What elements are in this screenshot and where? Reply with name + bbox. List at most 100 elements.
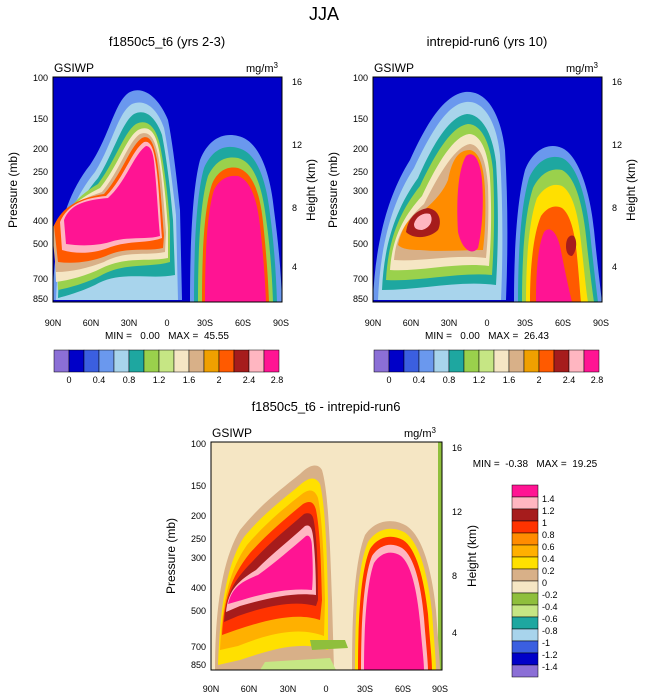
- panel-2-ylabel: Pressure (mb): [326, 152, 340, 228]
- colorbar-swatch: [388, 349, 405, 373]
- panel-1-ytick: 400: [33, 216, 48, 226]
- panel-1-xtick: 60S: [235, 318, 251, 328]
- colorbar-swatch: [53, 349, 70, 373]
- panel-3-cbar-label: -0.6: [542, 614, 558, 624]
- panel-3-cbar-label: -0.2: [542, 590, 558, 600]
- panel-3-xtick: 60N: [241, 684, 258, 694]
- panel-1-cbar-label: 2.8: [271, 375, 284, 385]
- colorbar-swatch: [128, 349, 145, 373]
- panel-3-cbar-label: 0: [542, 578, 547, 588]
- colorbar-swatch: [511, 508, 539, 522]
- panel-3-xtick: 90S: [432, 684, 448, 694]
- colorbar-swatch: [568, 349, 585, 373]
- panel-2-ytick-right: 12: [612, 140, 622, 150]
- panel-3-xtick: 90N: [203, 684, 220, 694]
- panel-2-ytick: 850: [353, 294, 368, 304]
- panel-1-xtick: 30N: [121, 318, 138, 328]
- colorbar-swatch: [418, 349, 435, 373]
- panel-2-title: intrepid-run6 (yrs 10): [427, 34, 548, 49]
- colorbar-swatch: [508, 349, 525, 373]
- panel-3-ytick: 150: [191, 481, 206, 491]
- panel-1-cbar-label: 0: [66, 375, 71, 385]
- panel-2-units: mg/m3: [566, 61, 599, 75]
- panel-1-ytick: 250: [33, 167, 48, 177]
- panel-1-ytick-right: 12: [292, 140, 302, 150]
- panel-2-contour-ice-max-south: [536, 229, 572, 302]
- panel-2-ytick: 250: [353, 167, 368, 177]
- panel-1-xtick: 60N: [83, 318, 100, 328]
- panel-1-cbar-label: 2.4: [243, 375, 256, 385]
- colorbar-swatch: [511, 616, 539, 630]
- panel-3-xtick: 0: [323, 684, 328, 694]
- panel-1-ytick: 200: [33, 144, 48, 154]
- panel-1-ytick-right: 4: [292, 262, 297, 272]
- panel-3-cbar-label: 0.2: [542, 566, 555, 576]
- panel-3-contour-diff-max-south: [364, 552, 424, 670]
- panel-1-ytick-right: 16: [292, 77, 302, 87]
- panel-2-left-string: GSIWP: [374, 61, 414, 75]
- panel-2-colorbar: [373, 349, 600, 373]
- panel-3-xtick: 30N: [280, 684, 297, 694]
- colorbar-swatch: [113, 349, 130, 373]
- colorbar-swatch: [143, 349, 160, 373]
- panel-1-colorbar: [53, 349, 280, 373]
- colorbar-swatch: [511, 664, 539, 678]
- panel-1-units: mg/m3: [246, 61, 279, 75]
- panel-3-ytick-right: 12: [452, 507, 462, 517]
- panel-3-cbar-label: 0.6: [542, 542, 555, 552]
- panel-3-ylabel: Pressure (mb): [164, 518, 178, 594]
- colorbar-swatch: [203, 349, 220, 373]
- panel-3-title: f1850c5_t6 - intrepid-run6: [252, 399, 401, 414]
- panel-1-stats: MIN = 0.00 MAX = 45.55: [105, 331, 229, 342]
- colorbar-swatch: [263, 349, 280, 373]
- panel-3-ytick: 200: [191, 511, 206, 521]
- panel-1-units-sup: 3: [274, 61, 279, 70]
- colorbar-swatch: [248, 349, 265, 373]
- panel-3-units-sup: 3: [432, 426, 437, 435]
- panel-3-ytick-right: 16: [452, 443, 462, 453]
- colorbar-swatch: [511, 568, 539, 582]
- panel-2-ytick-right: 8: [612, 203, 617, 213]
- panel-1-ytick: 100: [33, 73, 48, 83]
- colorbar-swatch: [448, 349, 465, 373]
- panel-3-units-base: mg/m: [404, 428, 432, 440]
- panel-2-cbar-label: 1.6: [503, 375, 516, 385]
- panel-2-contour-ice-local-max-60n-inner: [414, 213, 432, 230]
- panel-2-ytick: 150: [353, 114, 368, 124]
- colorbar-swatch: [538, 349, 555, 373]
- panel-1-ylabel: Pressure (mb): [6, 152, 20, 228]
- panel-2-stats: MIN = 0.00 MAX = 26.43: [425, 331, 549, 342]
- panel-1-ytick: 700: [33, 274, 48, 284]
- panel-1-ytick-right: 8: [292, 203, 297, 213]
- panel-2-xtick: 60S: [555, 318, 571, 328]
- panel-1: f1850c5_t6 (yrs 2-3) GSIWP mg/m3 Pressur…: [6, 34, 318, 385]
- panel-3-cbar-label: 1: [542, 518, 547, 528]
- panel-3-colorbar: [511, 484, 539, 678]
- panel-3-xtick: 30S: [357, 684, 373, 694]
- colorbar-swatch: [83, 349, 100, 373]
- panel-2-ytick-right: 16: [612, 77, 622, 87]
- colorbar-swatch: [218, 349, 235, 373]
- panel-1-cbar-label: 1.6: [183, 375, 196, 385]
- panel-2-cbar-label: 2.8: [591, 375, 604, 385]
- panel-3-units: mg/m3: [404, 426, 437, 440]
- panel-1-title: f1850c5_t6 (yrs 2-3): [109, 34, 225, 49]
- panel-2-cbar-label: 2: [536, 375, 541, 385]
- colorbar-swatch: [523, 349, 540, 373]
- colorbar-swatch: [98, 349, 115, 373]
- colorbar-swatch: [511, 640, 539, 654]
- colorbar-swatch: [511, 652, 539, 666]
- panel-1-ytick: 850: [33, 294, 48, 304]
- panel-2-cbar-label: 0.8: [443, 375, 456, 385]
- colorbar-swatch: [68, 349, 85, 373]
- panel-2-ytick: 100: [353, 73, 368, 83]
- panel-3-cbar-label: -1.2: [542, 650, 558, 660]
- colorbar-swatch: [553, 349, 570, 373]
- colorbar-swatch: [511, 532, 539, 546]
- panel-1-contour-ice-max-north: [64, 146, 160, 246]
- panel-3-left-string: GSIWP: [212, 426, 252, 440]
- panel-2-contour-field: [373, 77, 602, 302]
- panel-2-ytick: 500: [353, 239, 368, 249]
- panel-3-ytick-right: 4: [452, 628, 457, 638]
